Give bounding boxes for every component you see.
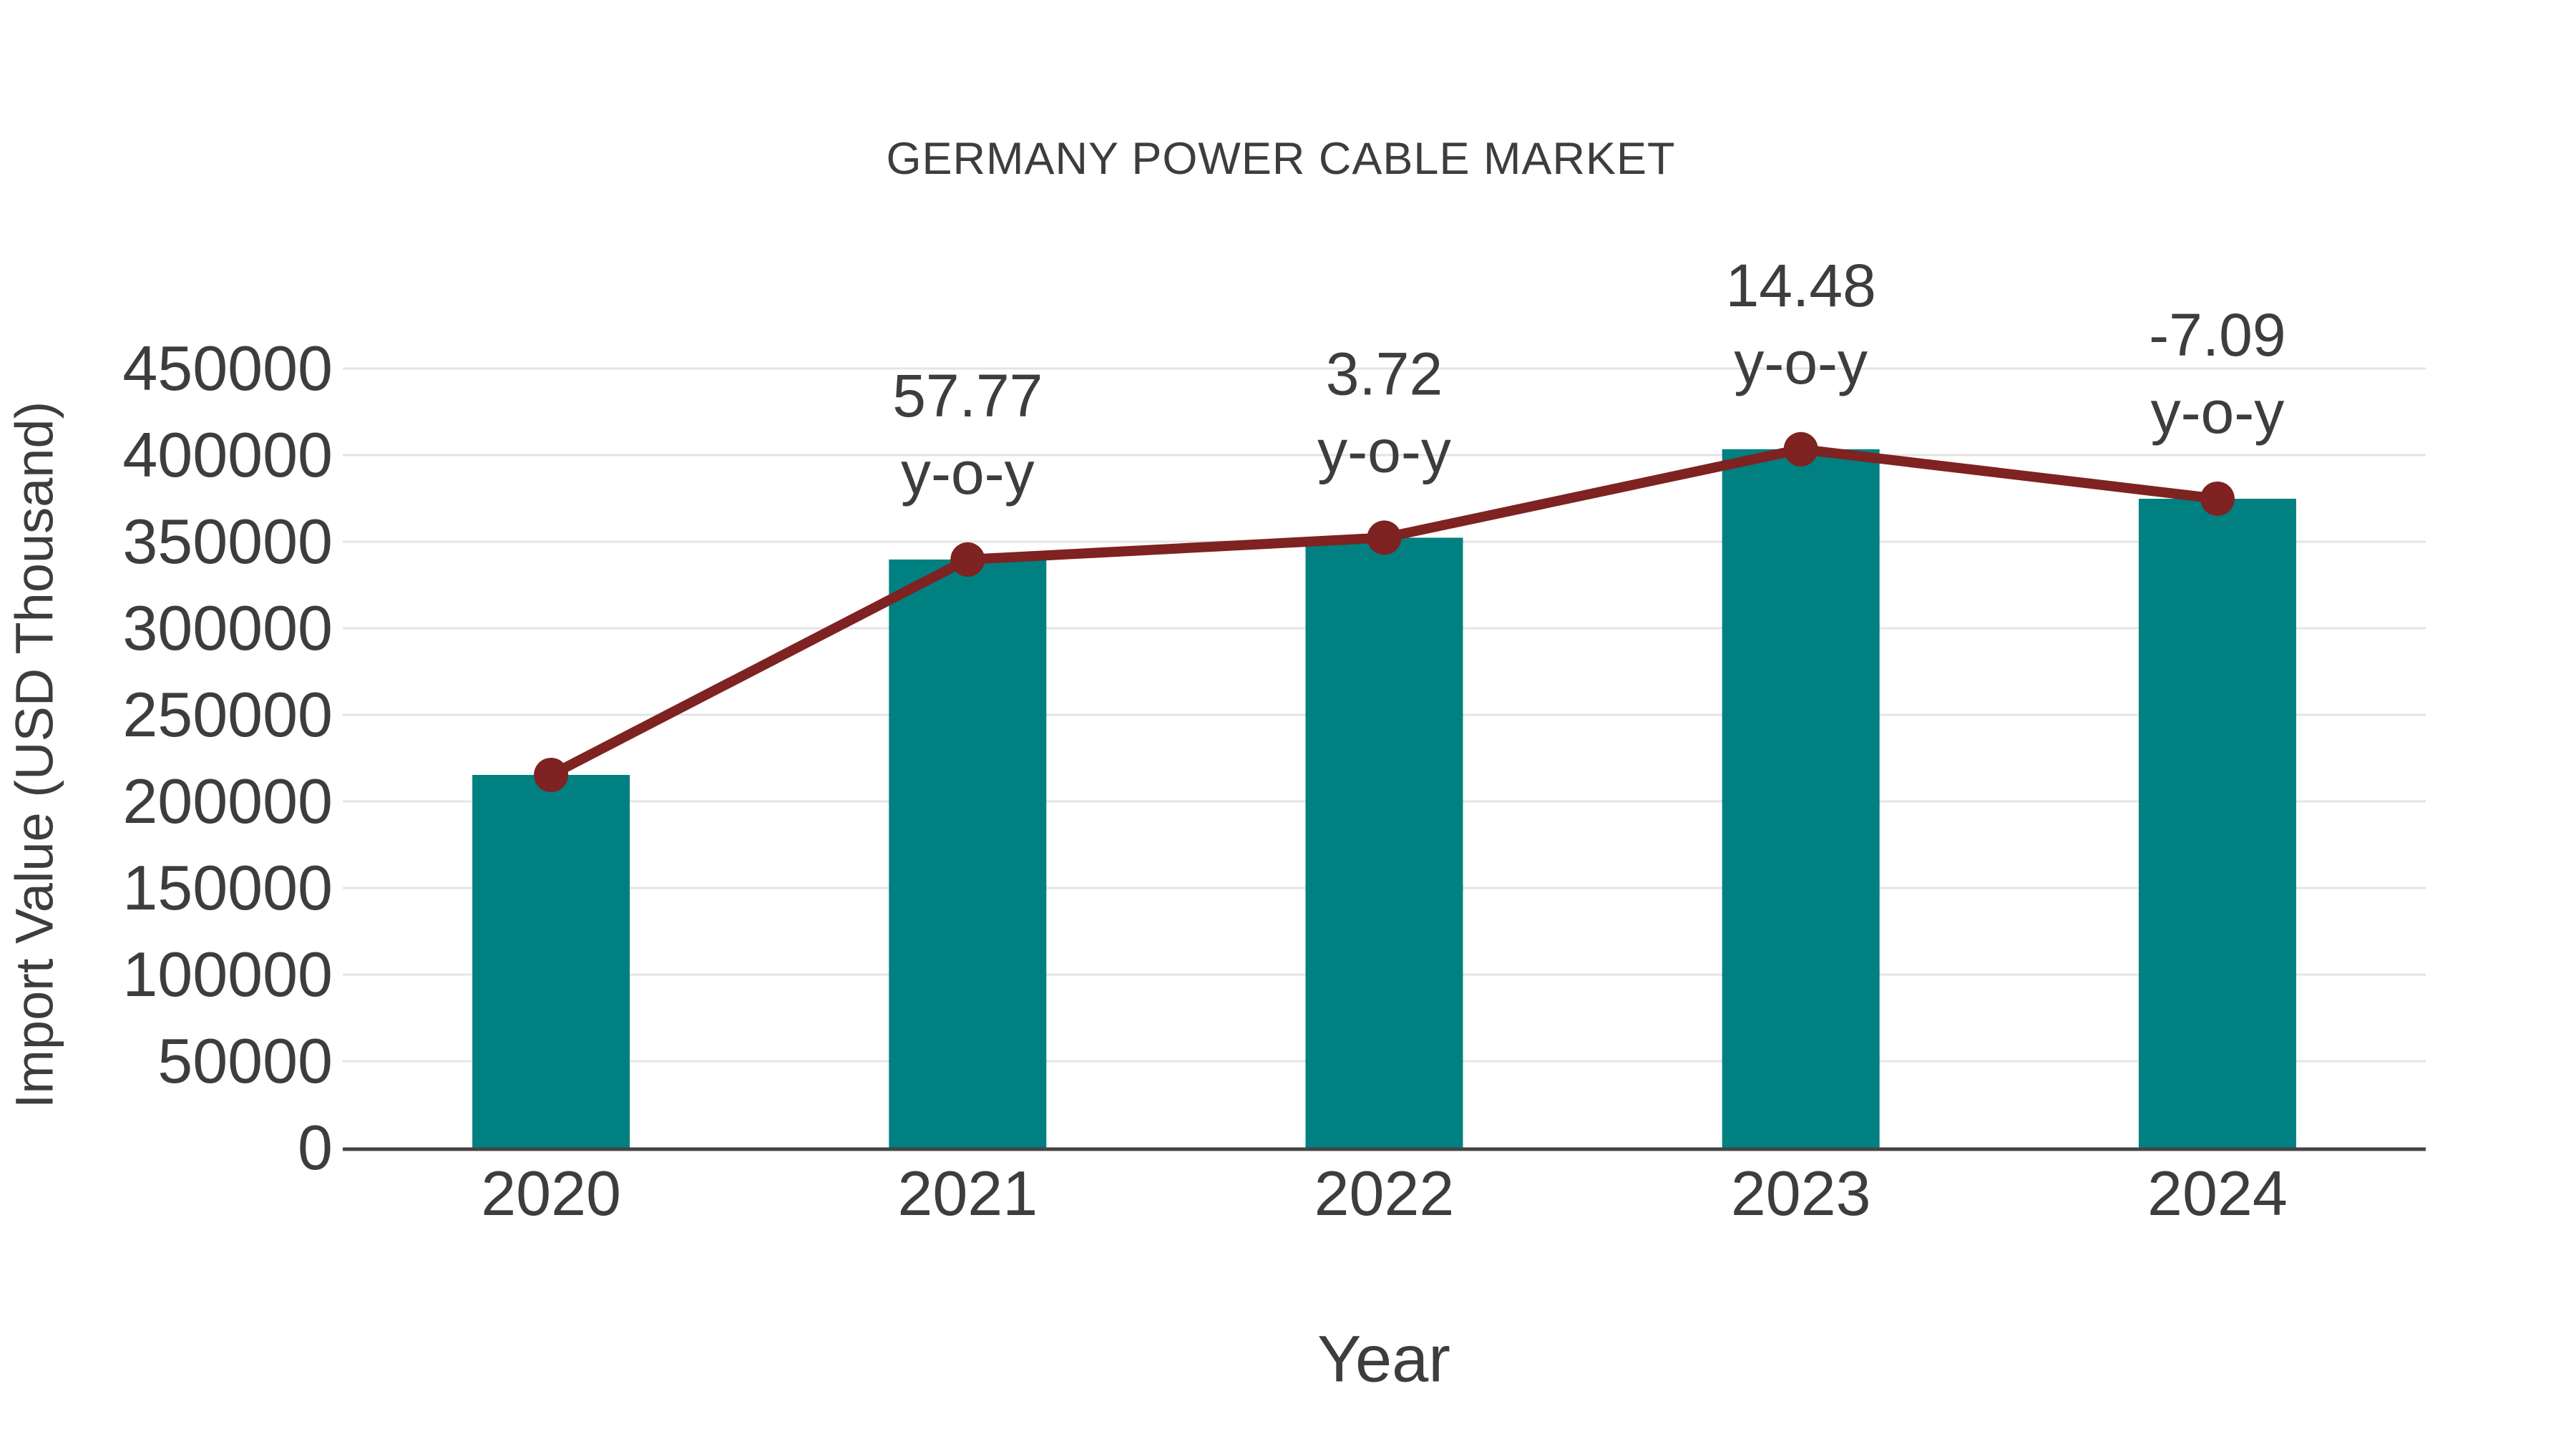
annotation-2023-unit: y-o-y: [1734, 329, 1868, 396]
bar-2021: [889, 559, 1047, 1148]
bar-2020: [472, 774, 630, 1148]
y-tick-label: 150000: [122, 852, 333, 923]
y-tick-label: 100000: [122, 939, 333, 1010]
y-tick-label: 50000: [157, 1025, 333, 1096]
annotation-2022-unit: y-o-y: [1317, 417, 1451, 484]
x-axis-title: Year: [1317, 1322, 1450, 1396]
y-tick-label: 0: [298, 1112, 333, 1183]
y-tick-label: 350000: [122, 506, 333, 577]
bar-2024: [2138, 498, 2296, 1148]
bar-2023: [1722, 449, 1880, 1148]
line-marker-2024: [2200, 481, 2235, 516]
annotation-2022-value: 3.72: [1326, 340, 1443, 407]
bar-2022: [1305, 537, 1463, 1148]
x-tick-label-2022: 2022: [1314, 1158, 1455, 1229]
line-marker-2022: [1367, 520, 1402, 555]
y-tick-label: 450000: [122, 333, 333, 404]
y-tick-label: 250000: [122, 679, 333, 750]
y-tick-label: 200000: [122, 766, 333, 836]
line-marker-2023: [1783, 431, 1818, 467]
x-tick-label-2023: 2023: [1731, 1158, 1871, 1229]
x-tick-label-2024: 2024: [2147, 1158, 2288, 1229]
x-tick-label-2020: 2020: [481, 1158, 621, 1229]
line-marker-2020: [534, 757, 569, 792]
annotation-2021-value: 57.77: [892, 362, 1043, 429]
annotation-2024-unit: y-o-y: [2151, 379, 2285, 446]
x-tick-label-2021: 2021: [897, 1158, 1038, 1229]
y-tick-label: 400000: [122, 419, 333, 490]
line-marker-2021: [950, 542, 985, 577]
annotation-2021-unit: y-o-y: [901, 439, 1035, 507]
annotation-2024-value: -7.09: [2149, 301, 2285, 369]
y-tick-label: 300000: [122, 592, 333, 663]
chart-title: GERMANY POWER CABLE MARKET: [886, 134, 1676, 184]
annotation-2023-value: 14.48: [1726, 252, 1876, 319]
